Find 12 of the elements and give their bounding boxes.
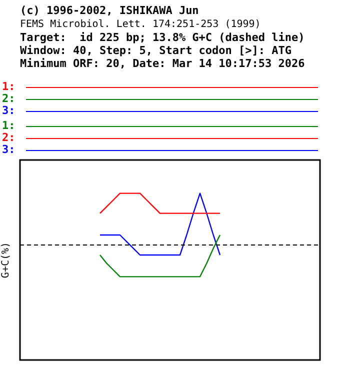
text: 1: [2,80,16,93]
text: 2: [2,131,16,144]
y-axis-title: G+C(%) [0,242,12,278]
text: 3: [2,104,16,117]
text: Target: id 225 bp; 13.8% G+C (dashed line) [20,31,305,44]
chart-subtitle: FEMS Microbiol. Lett. 174:251-253 (1999) [20,18,261,31]
text: 2: [2,92,16,105]
text: 3: [2,143,16,156]
chart-title: (c) 1996-2002, ISHIKAWA Jun [20,4,199,17]
text: Minimum ORF: 20, Date: Mar 14 10:17:53 2026 [20,57,305,70]
text: Window: 40, Step: 5, Start codon [>]: ATG [20,44,292,57]
text: 1: [2,119,16,132]
